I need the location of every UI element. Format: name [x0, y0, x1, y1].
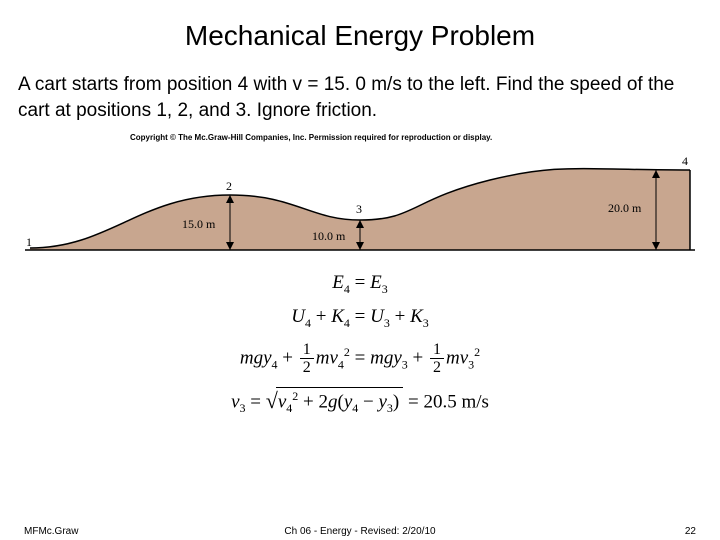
pos-4-label: 4 — [682, 154, 688, 168]
pos-2-label: 2 — [226, 179, 232, 193]
terrain-diagram: 1 2 3 4 15.0 m 10.0 m 20.0 m — [20, 150, 700, 260]
eq-line-1: E4 = E3 — [0, 272, 720, 296]
pos-1-label: 1 — [26, 235, 32, 249]
problem-statement: A cart starts from position 4 with v = 1… — [0, 72, 720, 133]
footer-center: Ch 06 - Energy - Revised: 2/20/10 — [0, 526, 720, 537]
page-title: Mechanical Energy Problem — [0, 0, 720, 72]
eq-line-3: mgy4 + 12mv42 = mgy3 + 12mv32 — [0, 341, 720, 377]
height-3-label: 10.0 m — [312, 229, 346, 243]
equations-block: E4 = E3 U4 + K4 = U3 + K3 mgy4 + 12mv42 … — [0, 272, 720, 415]
footer-page-number: 22 — [685, 526, 696, 537]
pos-3-label: 3 — [356, 202, 362, 216]
height-4-label: 20.0 m — [608, 201, 642, 215]
height-2-label: 15.0 m — [182, 217, 216, 231]
figure-copyright: Copyright © The Mc.Graw-Hill Companies, … — [130, 133, 720, 142]
figure-container: Copyright © The Mc.Graw-Hill Companies, … — [0, 133, 720, 260]
eq-line-4: v3 = √v42 + 2g(y4 − y3) = 20.5 m/s — [0, 387, 720, 416]
eq-line-2: U4 + K4 = U3 + K3 — [0, 306, 720, 330]
